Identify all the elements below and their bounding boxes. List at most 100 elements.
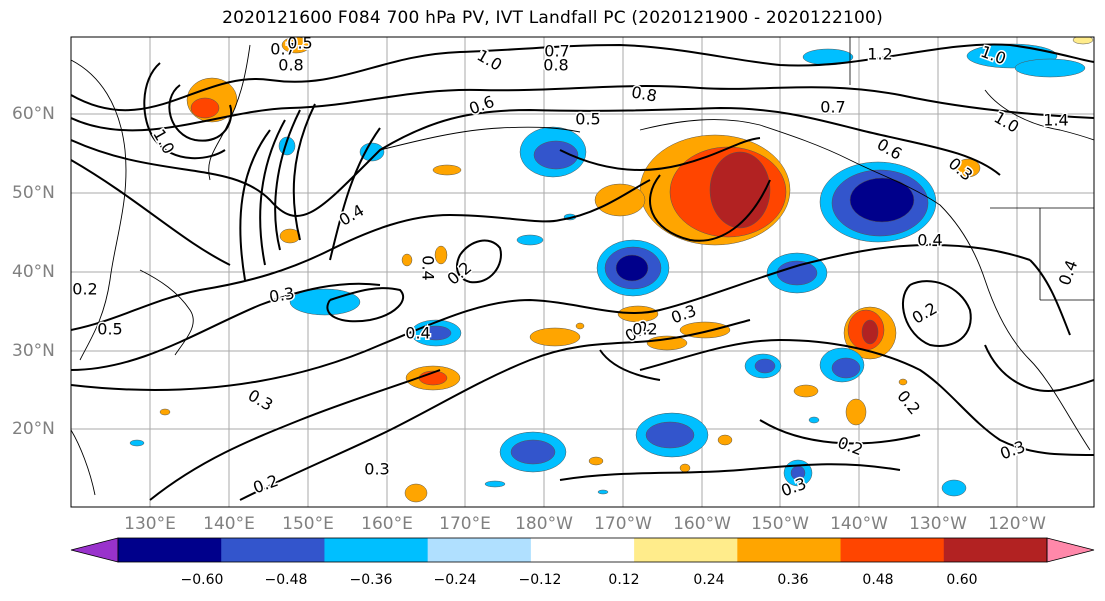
contour-label: 0.4 <box>917 231 942 250</box>
lat-label: 40°N <box>12 262 55 282</box>
colorbar-segment <box>943 538 1048 562</box>
anomaly-blob <box>776 260 818 286</box>
colorbar-tick-label: 0.12 <box>608 572 640 588</box>
anomaly-blob <box>617 305 659 323</box>
contour-label: 0.5 <box>575 110 600 129</box>
colorbar-tick-label: −0.12 <box>518 572 562 588</box>
colorbar-tick-label: 0.48 <box>862 572 894 588</box>
colorbar-segment <box>737 538 842 562</box>
lon-label: 140°E <box>203 514 255 534</box>
anomaly-blob <box>359 142 385 162</box>
pv-contours <box>71 43 1094 501</box>
contour-label: 0.2 <box>72 280 97 299</box>
anomaly-blob <box>484 480 506 488</box>
anomaly-blob <box>533 140 579 170</box>
contour-label: 0.8 <box>630 82 658 105</box>
contour-label: 0.4 <box>405 324 430 343</box>
contour-label: 1.2 <box>867 45 892 64</box>
lat-label: 60°N <box>12 104 55 124</box>
anomaly-blob <box>281 37 311 54</box>
anomaly-blob <box>159 408 171 416</box>
borders <box>849 37 1094 301</box>
anomaly-blob <box>845 398 867 426</box>
lon-label: 150°E <box>282 514 334 534</box>
anomaly-blob <box>597 489 609 495</box>
colorbar-tick-label: 0.60 <box>946 572 978 588</box>
anomaly-blob <box>432 164 462 176</box>
contour-label: 0.2 <box>632 320 657 339</box>
anomaly-blob <box>615 254 649 282</box>
anomaly-blob <box>955 158 981 178</box>
anomaly-blob <box>645 421 695 449</box>
colorbar-segment <box>530 538 635 562</box>
contour-label: 0.3 <box>364 460 389 479</box>
positive-anomalies <box>159 37 1094 503</box>
anomaly-blob <box>575 322 585 330</box>
anomaly-blob <box>808 416 820 424</box>
gridlines <box>71 37 1094 507</box>
negative-anomalies <box>129 43 1086 497</box>
lon-label: 150°W <box>751 514 809 534</box>
lon-label: 120°W <box>988 514 1046 534</box>
anomaly-blob <box>401 253 413 267</box>
lon-label: 130°E <box>124 514 176 534</box>
anomaly-blob <box>190 97 220 119</box>
colorbar-tick-label: −0.60 <box>180 572 224 588</box>
contour-label: 0.8 <box>543 56 568 75</box>
colorbar-extend-low <box>70 537 119 563</box>
anomaly-blob <box>594 183 646 217</box>
lon-label: 180°W <box>515 514 573 534</box>
contour-label: 0.5 <box>97 320 122 339</box>
lat-label: 20°N <box>12 419 55 439</box>
colorbar-tick-label: −0.48 <box>264 572 308 588</box>
lon-label: 130°W <box>909 514 967 534</box>
anomaly-blob <box>420 325 452 341</box>
colorbar <box>70 537 1095 563</box>
anomaly-blob <box>434 245 448 265</box>
colorbar-extend-high <box>1046 537 1095 563</box>
lat-label: 50°N <box>12 183 55 203</box>
colorbar-tick-label: 0.36 <box>777 572 809 588</box>
colorbar-tick-label: −0.36 <box>349 572 393 588</box>
lon-label: 170°E <box>439 514 491 534</box>
anomaly-blob <box>754 358 776 374</box>
anomaly-blob <box>129 439 145 447</box>
contour-label: 1.4 <box>1043 111 1068 130</box>
colorbar-segment <box>427 538 532 562</box>
lon-label: 140°W <box>830 514 888 534</box>
contour-label: 0.7 <box>270 40 295 59</box>
anomaly-blob <box>941 479 967 497</box>
anomaly-blob <box>516 234 544 246</box>
anomaly-blob <box>793 384 819 398</box>
anomaly-blob <box>849 177 915 223</box>
map-title: 2020121600 F084 700 hPa PV, IVT Landfall… <box>222 8 883 28</box>
colorbar-segment <box>634 538 738 562</box>
anomaly-blob <box>898 378 908 386</box>
colorbar-segment <box>324 538 429 562</box>
anomaly-blob <box>1014 58 1086 78</box>
anomaly-blob <box>588 456 604 466</box>
colorbar-border <box>117 537 1048 563</box>
anomaly-blob <box>709 151 771 229</box>
anomaly-blob <box>404 483 428 503</box>
colorbar-segment <box>840 538 945 562</box>
anomaly-blob <box>861 319 879 345</box>
contour-label: 0.7 <box>544 42 569 61</box>
colorbar-segment <box>221 538 325 562</box>
lon-label: 160°W <box>673 514 731 534</box>
colorbar-tick-label: 0.24 <box>693 572 725 588</box>
lon-label: 170°W <box>594 514 652 534</box>
anomaly-blob <box>831 357 861 379</box>
contour-label: 0.4 <box>419 255 438 280</box>
lat-label: 30°N <box>12 341 55 361</box>
lon-label: 160°E <box>361 514 413 534</box>
anomaly-blob <box>529 327 581 347</box>
contour-label: 0.7 <box>820 98 845 117</box>
contour-label: 0.5 <box>287 34 312 53</box>
contour-label: 0.8 <box>278 56 303 75</box>
anomaly-blob <box>717 434 733 446</box>
colorbar-segment <box>118 538 222 562</box>
colorbar-tick-label: −0.24 <box>433 572 477 588</box>
anomaly-blob <box>510 439 556 465</box>
